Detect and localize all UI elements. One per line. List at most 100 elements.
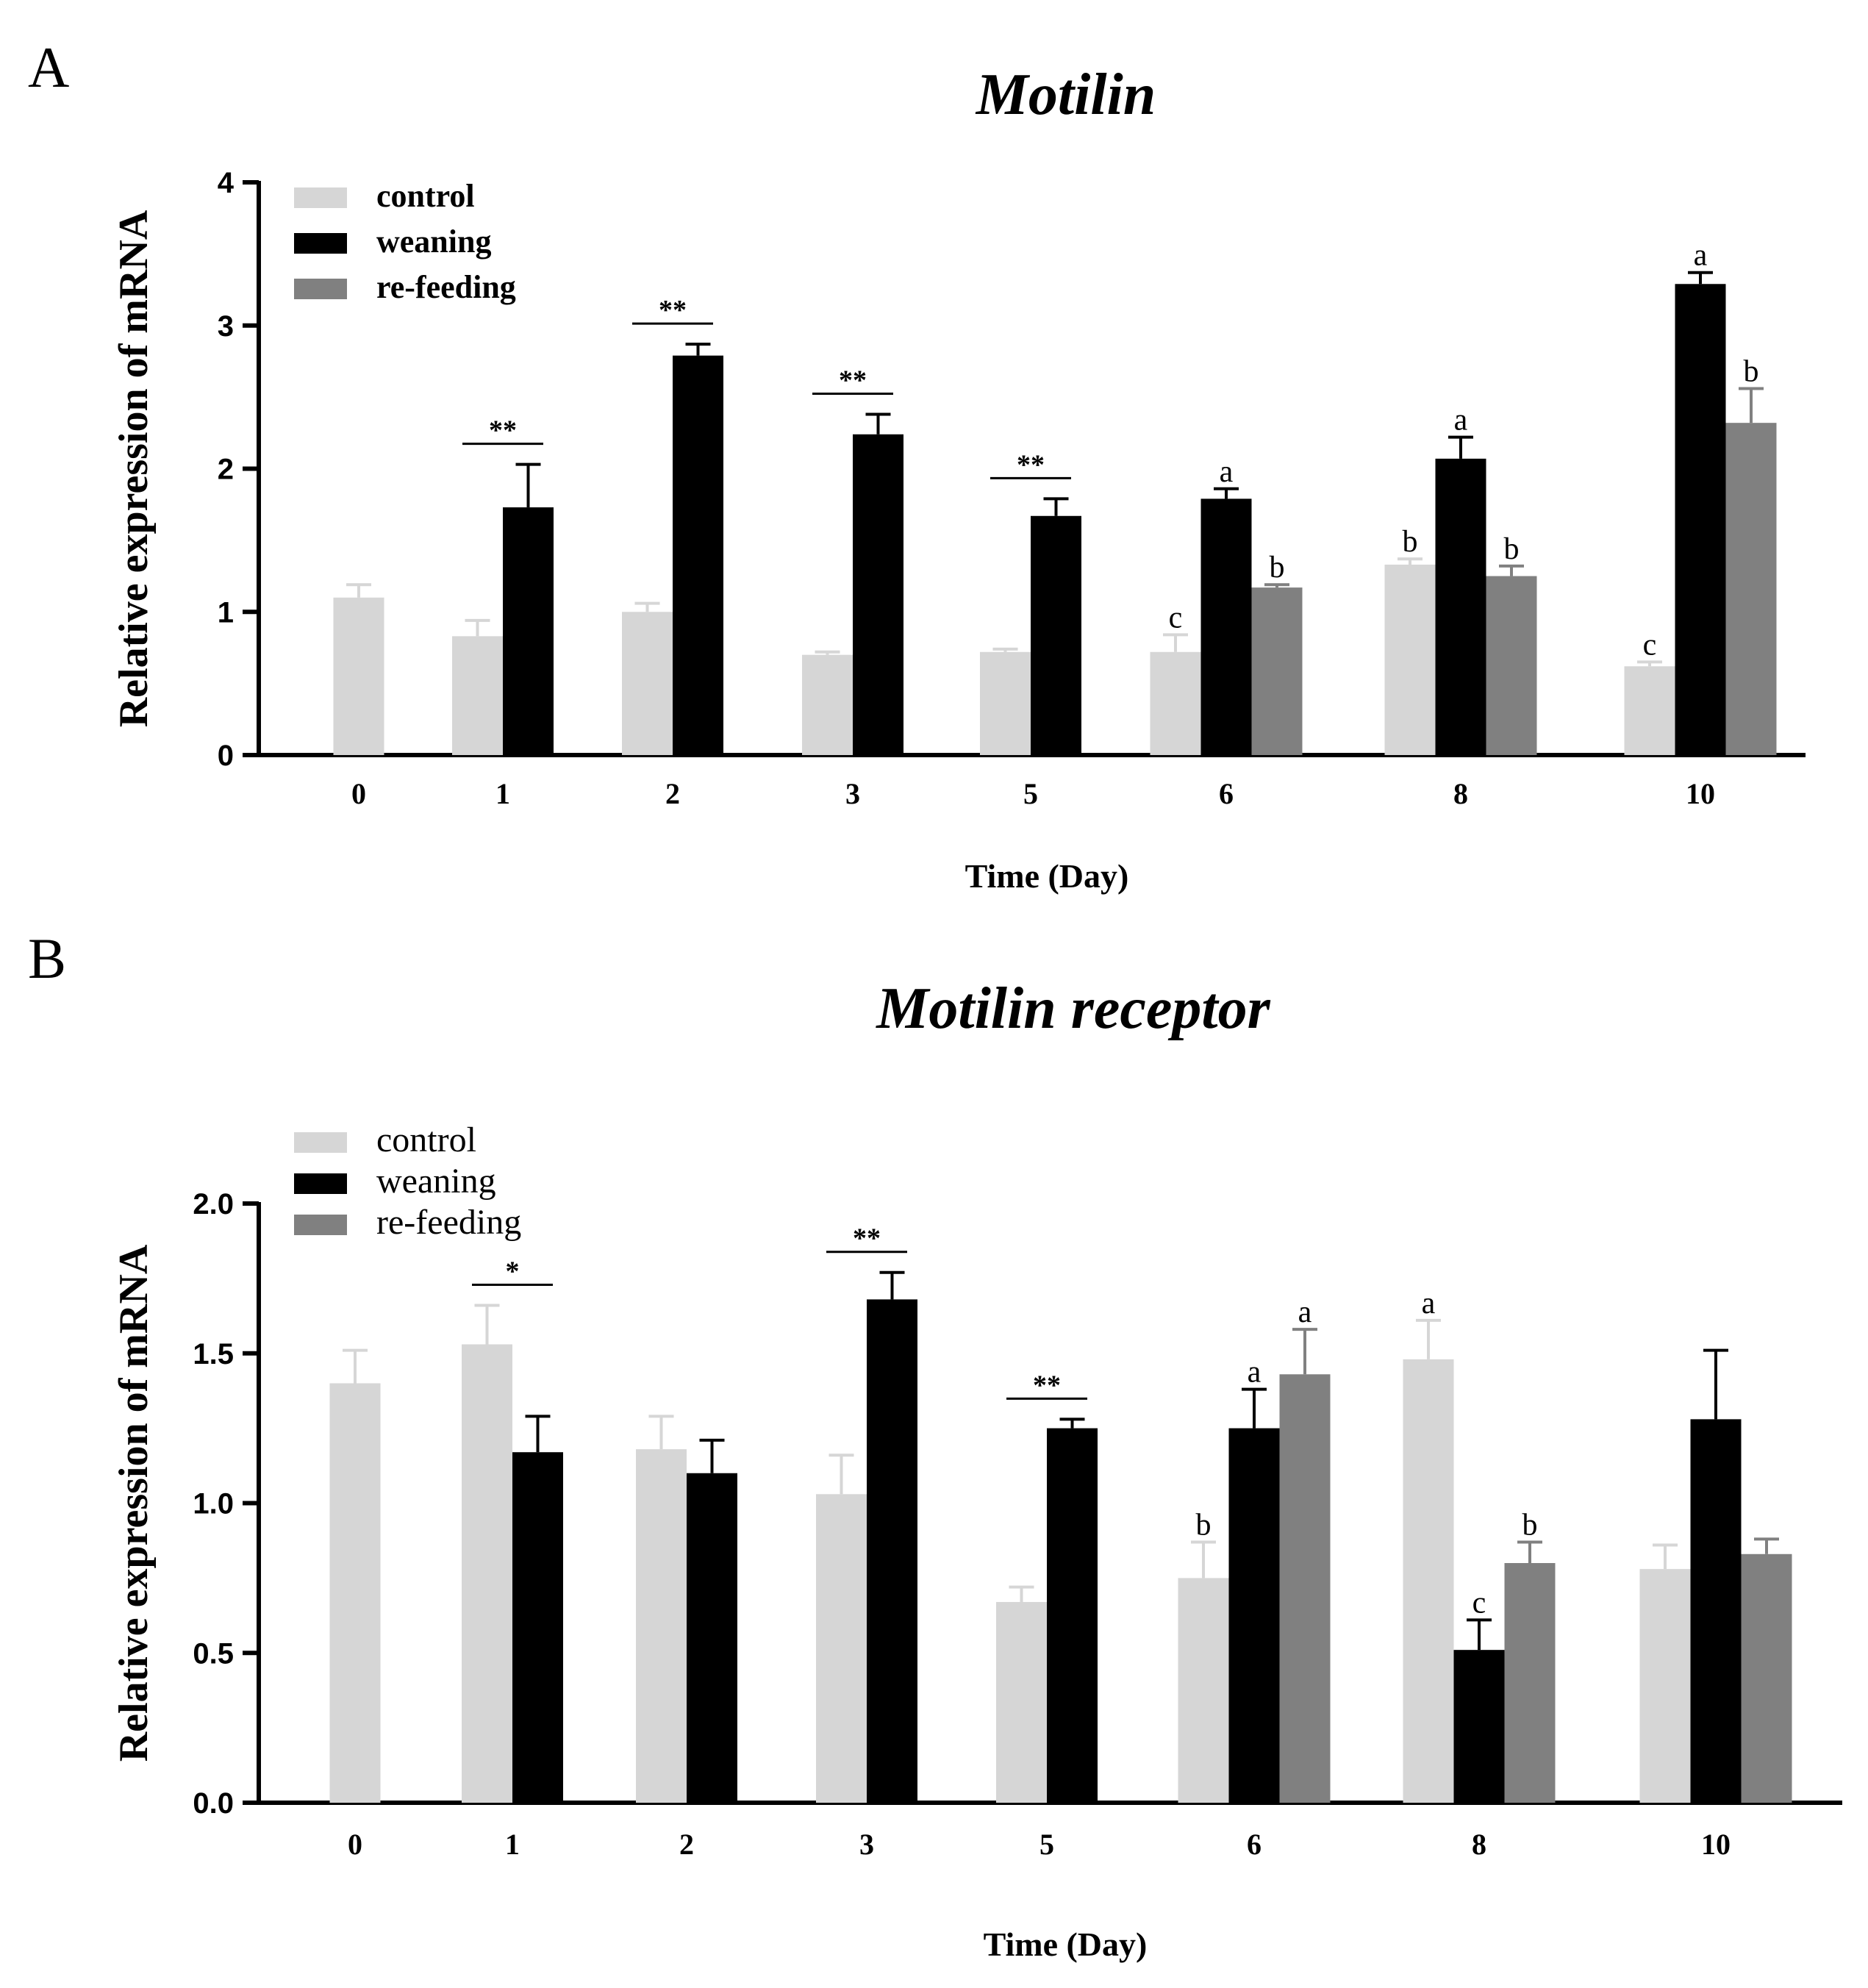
panel-b-y-tick-label: 0.0 — [193, 1787, 234, 1820]
panel-b-letter-control-day-8: a — [1422, 1287, 1436, 1320]
panel-a-y-tick-label: 3 — [218, 310, 234, 343]
panel-b-bar-control-day-5 — [996, 1601, 1047, 1803]
panel-b-x-tick-label: 3 — [859, 1828, 874, 1861]
panel-a-y-tick-label: 4 — [218, 167, 235, 199]
panel-a-bar-control-day-6 — [1150, 651, 1201, 755]
panel-b-bar-weaning-day-1 — [512, 1452, 563, 1803]
panel-b-letter-re-feeding-day-8: b — [1522, 1508, 1538, 1542]
panel-a-letter-control-day-10: c — [1643, 628, 1657, 662]
panel-b-significance-label-day-1: * — [506, 1256, 520, 1287]
panel-b-legend-label-weaning: weaning — [376, 1162, 496, 1201]
panel-b-letter: B — [28, 926, 66, 990]
panel-a-letter-re-feeding-day-8: b — [1504, 532, 1520, 566]
panel-a-letter-weaning-day-8: a — [1454, 404, 1468, 437]
panel-a-legend-label-control: control — [376, 178, 475, 214]
panel-b-bar-weaning-day-6 — [1228, 1428, 1280, 1803]
panel-b-significance-label-day-5: ** — [1033, 1370, 1061, 1401]
panel-a-bar-weaning-day-2 — [673, 355, 723, 756]
panel-a-legend-swatch-control — [294, 187, 347, 208]
panel-a-bar-control-day-5 — [980, 651, 1031, 755]
panel-a-x-tick-label: 5 — [1023, 777, 1038, 810]
panel-a-x-tick-label: 8 — [1453, 777, 1468, 810]
panel-b-x-tick-label: 1 — [505, 1828, 520, 1861]
panel-a-letter-re-feeding-day-10: b — [1744, 354, 1759, 388]
panel-a-bar-weaning-day-3 — [853, 434, 903, 755]
panel-b-x-tick-label: 8 — [1472, 1828, 1486, 1861]
panel-a-bar-weaning-day-8 — [1435, 458, 1486, 755]
panel-a-significance-label-day-1: ** — [489, 415, 517, 446]
panel-a-letter-control-day-8: b — [1403, 525, 1418, 559]
panel-a-bar-re-feeding-day-8 — [1486, 576, 1537, 755]
panel-b-y-tick-label: 2.0 — [193, 1188, 234, 1220]
panel-b-letter-control-day-6: b — [1196, 1508, 1212, 1542]
panel-a-bar-weaning-day-1 — [503, 507, 554, 755]
panel-b-bar-re-feeding-day-8 — [1504, 1563, 1556, 1803]
panel-a-y-label: Relative expression of mRNA — [111, 210, 157, 727]
panel-b-y-tick-label: 0.5 — [193, 1637, 234, 1670]
panel-a-bar-re-feeding-day-10 — [1725, 423, 1777, 755]
panel-a-x-label: Time (Day) — [965, 857, 1129, 895]
panel-a-y-tick-label: 2 — [218, 454, 234, 486]
panel-b-bar-weaning-day-10 — [1690, 1419, 1742, 1803]
panel-a-letter-weaning-day-10: a — [1694, 239, 1708, 273]
panel-a-y-tick-label: 1 — [218, 596, 234, 629]
panel-a-bar-weaning-day-10 — [1675, 284, 1726, 756]
panel-a-letter-control-day-6: c — [1169, 601, 1183, 634]
panel-b-bar-re-feeding-day-6 — [1279, 1374, 1331, 1803]
panel-a-legend-label-weaning: weaning — [376, 224, 491, 260]
panel-b-letter-weaning-day-6: a — [1248, 1356, 1262, 1390]
panel-a-y-tick-label: 0 — [218, 740, 234, 772]
panel-a-letter: A — [28, 35, 69, 99]
panel-a-bar-control-day-10 — [1624, 666, 1675, 755]
panel-a-bar-re-feeding-day-6 — [1251, 587, 1303, 755]
panel-a-legend-label-re-feeding: re-feeding — [376, 269, 516, 305]
panel-a-letter-weaning-day-6: a — [1220, 455, 1234, 489]
panel-b-bar-control-day-8 — [1403, 1359, 1454, 1803]
panel-b-legend-swatch-control — [294, 1132, 347, 1153]
panel-a-x-tick-label: 3 — [845, 777, 860, 810]
panel-b-x-label: Time (Day) — [984, 1926, 1148, 1963]
panel-b-title: Motilin receptor — [875, 976, 1270, 1041]
panel-a-x-tick-label: 2 — [665, 777, 680, 810]
panel-a-significance-label-day-5: ** — [1017, 449, 1045, 480]
panel-b-legend-label-re-feeding: re-feeding — [376, 1203, 521, 1242]
panel-b-bar-control-day-6 — [1178, 1578, 1229, 1803]
panel-b-x-tick-label: 10 — [1701, 1828, 1731, 1861]
panel-a-bar-weaning-day-6 — [1200, 498, 1252, 755]
panel-b-x-tick-label: 2 — [679, 1828, 694, 1861]
panel-a-significance-label-day-3: ** — [839, 365, 867, 396]
panel-b-legend-swatch-re-feeding — [294, 1215, 347, 1235]
panel-b-y-tick-label: 1.5 — [193, 1338, 234, 1370]
panel-b-letter-weaning-day-8: c — [1472, 1586, 1486, 1620]
panel-a-bar-weaning-day-5 — [1031, 515, 1081, 755]
panel-a-x-tick-label: 1 — [495, 777, 510, 810]
panel-b-bar-weaning-day-3 — [867, 1299, 917, 1803]
panel-b-y-label: Relative expression of mRNA — [111, 1244, 157, 1762]
panel-a-bar-control-day-0 — [333, 597, 384, 755]
panel-b-bar-weaning-day-8 — [1453, 1650, 1505, 1803]
panel-a-x-tick-label: 10 — [1686, 777, 1715, 810]
panel-b-bar-control-day-0 — [329, 1383, 381, 1803]
panel-a-bar-control-day-2 — [622, 612, 673, 755]
panel-b-bar-weaning-day-2 — [687, 1473, 737, 1803]
panel-a-x-tick-label: 0 — [351, 777, 366, 810]
panel-b-significance-label-day-3: ** — [853, 1223, 881, 1254]
panel-b-bar-weaning-day-5 — [1047, 1428, 1098, 1803]
panel-a-x-tick-label: 6 — [1219, 777, 1234, 810]
panel-a-legend-swatch-weaning — [294, 233, 347, 254]
panel-a-letter-re-feeding-day-6: b — [1270, 551, 1285, 584]
panel-a-bar-control-day-8 — [1384, 564, 1436, 755]
panel-b-x-tick-label: 0 — [348, 1828, 362, 1861]
panel-a-significance-label-day-2: ** — [659, 295, 687, 326]
panel-b-bar-control-day-2 — [636, 1449, 687, 1803]
panel-b-legend-swatch-weaning — [294, 1173, 347, 1194]
panel-a-title: Motilin — [975, 62, 1156, 127]
panel-b-x-tick-label: 5 — [1039, 1828, 1054, 1861]
panel-a-legend-swatch-re-feeding — [294, 279, 347, 299]
panel-b-bar-re-feeding-day-10 — [1741, 1553, 1792, 1803]
panel-b-x-tick-label: 6 — [1247, 1828, 1262, 1861]
panel-b-bar-control-day-1 — [462, 1344, 512, 1803]
panel-b-bar-control-day-3 — [816, 1494, 867, 1803]
panel-a-bar-control-day-3 — [802, 654, 853, 755]
